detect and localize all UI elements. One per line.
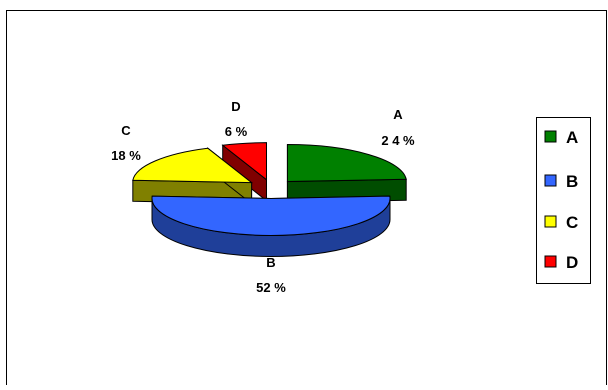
pie-slice-top-d: [221, 142, 268, 181]
pie-slice-top-b: [151, 195, 391, 236]
label-category-b: B: [266, 255, 275, 270]
legend-swatch-b: [544, 174, 557, 187]
label-value-c: 18 %: [111, 148, 141, 163]
legend-label-d: D: [566, 253, 578, 272]
label-value-a: 2 4 %: [381, 133, 415, 148]
legend-swatch-a: [544, 130, 557, 143]
legend: A B C D: [536, 117, 591, 284]
legend-label-a: A: [566, 128, 578, 147]
pie-slice-b: [151, 195, 391, 257]
pie-slices: [132, 142, 407, 257]
legend-label-c: C: [566, 213, 578, 232]
legend-swatch-d: [544, 255, 557, 268]
label-value-d: 6 %: [225, 124, 248, 139]
label-category-d: D: [231, 99, 240, 114]
pie-slice-c: [132, 147, 254, 205]
label-category-a: A: [393, 107, 403, 122]
legend-label-b: B: [566, 172, 578, 191]
pie-slice-top-c: [132, 147, 254, 184]
label-value-b: 52 %: [256, 280, 286, 295]
pie-slice-top-a: [286, 144, 407, 183]
pie-slice-a: [286, 144, 407, 204]
label-category-c: C: [121, 123, 131, 138]
legend-swatch-c: [544, 215, 557, 228]
